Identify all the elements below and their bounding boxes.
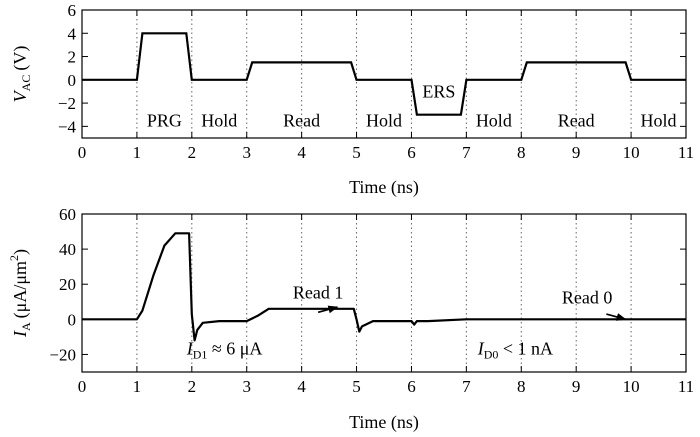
x-tick-label: 10 bbox=[623, 143, 640, 162]
phase-label: Hold bbox=[641, 111, 677, 131]
top-y-axis-subscript: AC bbox=[19, 75, 33, 92]
current-symbol: I bbox=[477, 338, 485, 358]
x-tick-label: 11 bbox=[678, 377, 694, 396]
x-tick-label: 9 bbox=[572, 143, 581, 162]
bottom-grid bbox=[136, 214, 632, 372]
current-subscript: D1 bbox=[193, 347, 208, 361]
x-tick-label: 8 bbox=[517, 377, 526, 396]
bottom-y-axis-unit: (μA/μm bbox=[10, 261, 31, 318]
y-tick-label: 20 bbox=[59, 275, 76, 294]
x-tick-label: 3 bbox=[242, 377, 251, 396]
phase-label: Hold bbox=[476, 111, 512, 131]
phase-label: Hold bbox=[201, 111, 237, 131]
y-tick-label: −20 bbox=[49, 345, 76, 364]
x-tick-label: 8 bbox=[517, 143, 526, 162]
current-subscript: D0 bbox=[484, 347, 499, 361]
phase-label: ERS bbox=[422, 81, 455, 101]
bottom-y-axis-close: ) bbox=[10, 249, 31, 255]
top-x-axis-title: Time (ns) bbox=[349, 177, 419, 198]
current-value: ≈ 6 μA bbox=[207, 338, 262, 358]
ia-series-line bbox=[82, 232, 686, 342]
x-tick-label: 0 bbox=[78, 377, 87, 396]
x-tick-label: 7 bbox=[462, 143, 471, 162]
bottom-y-axis-title: IA (μA/μm2) bbox=[7, 249, 33, 338]
x-tick-label: 3 bbox=[242, 143, 251, 162]
x-tick-label: 11 bbox=[678, 143, 694, 162]
x-tick-label: 6 bbox=[407, 143, 416, 162]
x-tick-label: 1 bbox=[133, 143, 142, 162]
x-tick-label: 0 bbox=[78, 143, 87, 162]
y-tick-label: −4 bbox=[58, 117, 77, 136]
current-value: < 1 nA bbox=[498, 338, 553, 358]
phase-label: PRG bbox=[147, 111, 182, 131]
x-tick-label: 5 bbox=[352, 143, 361, 162]
x-tick-label: 2 bbox=[188, 143, 197, 162]
x-tick-label: 10 bbox=[623, 377, 640, 396]
y-tick-label: 60 bbox=[59, 205, 76, 224]
x-tick-label: 7 bbox=[462, 377, 471, 396]
bottom-y-axis-symbol: I bbox=[10, 330, 30, 338]
phase-label: Read bbox=[558, 111, 595, 131]
x-tick-label: 4 bbox=[297, 377, 306, 396]
bottom-y-axis-subscript: A bbox=[19, 322, 33, 331]
y-tick-label: 6 bbox=[68, 1, 77, 20]
top-plot-frame bbox=[81, 9, 687, 139]
annotation-arrow bbox=[317, 305, 339, 314]
top-y-axis-symbol: V bbox=[10, 89, 30, 102]
bottom-x-axis-title: Time (ns) bbox=[349, 412, 419, 433]
annotation-label: Read 1 bbox=[293, 282, 343, 302]
annotation-label: Read 0 bbox=[562, 288, 612, 308]
phase-labels: PRG Hold Read Hold ERS Hold Read Hold bbox=[147, 81, 677, 130]
x-tick-label: 5 bbox=[352, 377, 361, 396]
phase-label: Read bbox=[283, 111, 320, 131]
current-symbol: I bbox=[186, 338, 194, 358]
top-ticks: 0 1 2 3 4 5 6 7 8 9 10 11 −4 −2 0 2 4 6 bbox=[58, 1, 694, 162]
annotation-arrow bbox=[606, 313, 627, 321]
vac-series-line bbox=[82, 32, 686, 116]
y-tick-label: 40 bbox=[59, 240, 76, 259]
y-tick-label: 0 bbox=[68, 310, 77, 329]
phase-label: Hold bbox=[366, 111, 402, 131]
top-panel: 0 1 2 3 4 5 6 7 8 9 10 11 −4 −2 0 2 4 6 PRG Hold Read Hold ER… bbox=[10, 1, 694, 198]
bottom-y-axis-sup: 2 bbox=[7, 255, 21, 261]
x-tick-label: 2 bbox=[188, 377, 197, 396]
x-tick-label: 4 bbox=[297, 143, 306, 162]
top-y-axis-unit: (V) bbox=[10, 46, 31, 71]
top-y-axis-title: VAC (V) bbox=[10, 46, 33, 103]
x-tick-label: 6 bbox=[407, 377, 416, 396]
current-annotation: ID0 < 1 nA bbox=[477, 338, 553, 361]
y-tick-label: 0 bbox=[68, 71, 77, 90]
x-tick-label: 9 bbox=[572, 377, 581, 396]
y-tick-label: −2 bbox=[58, 94, 76, 113]
current-annotation: ID1 ≈ 6 μA bbox=[186, 338, 263, 361]
x-tick-label: 1 bbox=[133, 377, 142, 396]
bottom-plot-frame bbox=[81, 213, 687, 373]
y-tick-label: 4 bbox=[68, 24, 77, 43]
y-tick-label: 2 bbox=[68, 48, 77, 67]
